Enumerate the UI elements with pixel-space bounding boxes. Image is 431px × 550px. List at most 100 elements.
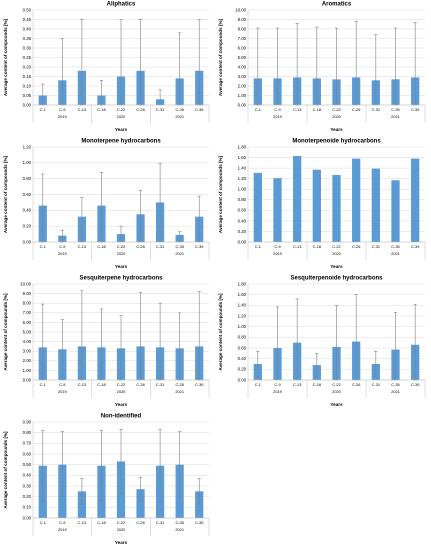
chart-6-bar-c-13 <box>77 491 86 518</box>
chart-0-group-label-2019: 2019 <box>58 114 67 119</box>
chart-2-xtick-c-35: C-35 <box>175 244 183 249</box>
chart-6-xtick-c-22: C-22 <box>117 520 125 525</box>
chart-6-errorbar-c-18 <box>99 430 104 502</box>
chart-6-errorbar-c-31 <box>158 429 162 502</box>
chart-6-bar-c-39 <box>195 491 204 518</box>
chart-3-ytick-label: 1.00 <box>238 187 247 192</box>
chart-3-ytick-label: 0.00 <box>238 239 247 244</box>
chart-1-xtick-c-13: C-13 <box>293 107 301 112</box>
chart-0-ytick-label: 0.25 <box>23 55 32 60</box>
chart-6-xtick-c-35: C-35 <box>175 520 183 525</box>
chart-5-ytick-label: 1.20 <box>238 313 247 318</box>
chart-4-x-axis-label: Years <box>115 402 128 407</box>
chart-1-xtick-c-31: C-31 <box>372 107 380 112</box>
chart-6-xtick-c-26: C-26 <box>136 520 144 525</box>
chart-svg-monoterpenoide-hydrocarbons: Monoterpenoide hydrocarbons 0.00 0.20 0.40 0… <box>218 139 426 269</box>
chart-6-xtick-c-31: C-31 <box>156 520 164 525</box>
chart-3-xtick-c-22: C-22 <box>332 244 340 249</box>
chart-0-ytick-label: 0.30 <box>23 45 32 50</box>
chart-6-ytick-label: 0.30 <box>23 483 32 488</box>
chart-3-group-label-2021: 2021 <box>391 251 400 256</box>
chart-5-xtick-c-9: C-9 <box>274 382 280 387</box>
chart-4-ytick-label: 6.00 <box>23 320 32 325</box>
chart-0-ytick-label: 0.45 <box>23 17 32 22</box>
chart-6-xtick-c-9: C-9 <box>59 520 65 525</box>
chart-3-ytick-label: 0.80 <box>238 197 247 202</box>
chart-3-ytick-label: 0.60 <box>238 208 247 213</box>
chart-4-ytick-label: 7.00 <box>23 310 32 315</box>
chart-sesquiterpene-hydrocarbons: Sesquiterpene hydrocarbons 0.00 1.00 2.00 3.… <box>0 274 215 412</box>
chart-4-ytick-label: 2.00 <box>23 358 32 363</box>
chart-5-ytick-label: 0.80 <box>238 335 247 340</box>
chart-0-ytick-label: 0.00 <box>23 102 32 107</box>
chart-0-ytick-label: 0.15 <box>23 74 32 79</box>
chart-4-ytick-label: 9.00 <box>23 291 32 296</box>
chart-3-bar-c-1 <box>253 172 262 242</box>
chart-6-x-axis-label: Years <box>115 540 128 545</box>
chart-2-xtick-c-1: C-1 <box>40 244 46 249</box>
chart-0-xtick-c-31: C-31 <box>156 107 164 112</box>
chart-5-errorbar-c-1 <box>256 350 260 378</box>
chart-1-y-axis-label: Average content of compounds [%] <box>218 18 223 96</box>
chart-2-xtick-c-9: C-9 <box>59 244 65 249</box>
chart-aromatics: Aromatics 0.00 1.00 2.00 3.00 4.00 5.00 6.00 7.0… <box>215 0 431 137</box>
chart-3-x-axis-label: Years <box>330 264 343 269</box>
chart-4-group-label-2019: 2019 <box>58 389 67 394</box>
chart-5-x-axis-label: Years <box>330 402 343 407</box>
chart-5-ytick-label: 1.00 <box>238 324 247 329</box>
chart-6-ytick-label: 0.50 <box>23 462 32 467</box>
chart-3-bar-c-22 <box>332 174 341 242</box>
chart-svg-aromatics: Aromatics 0.00 1.00 2.00 3.00 4.00 5.00 6.00 7.0… <box>218 2 426 132</box>
chart-6-errorbar-c-1 <box>41 430 45 502</box>
chart-6-group-label-2020: 2020 <box>117 527 126 532</box>
chart-0-xtick-c-26: C-26 <box>136 107 144 112</box>
chart-1-ytick-label: 5.00 <box>238 55 247 60</box>
chart-5-xtick-c-31: C-31 <box>372 382 380 387</box>
chart-3-bar-c-39 <box>411 158 420 242</box>
chart-6-ytick-label: 0.00 <box>23 515 32 520</box>
chart-1-xtick-c-18: C-18 <box>313 107 321 112</box>
chart-1-ytick-label: 4.00 <box>238 64 247 69</box>
chart-2-xtick-c-13: C-13 <box>78 244 86 249</box>
chart-3-bar-c-13 <box>293 155 302 242</box>
chart-2-ytick-label: 0.40 <box>23 208 32 213</box>
chart-0-xtick-c-35: C-35 <box>175 107 183 112</box>
chart-3-ytick-label: 1.20 <box>238 176 247 181</box>
chart-5-xtick-c-13: C-13 <box>293 382 301 387</box>
chart-0-xtick-c-13: C-13 <box>78 107 86 112</box>
chart-6-group-label-2019: 2019 <box>58 527 67 532</box>
chart-5-group-label-2020: 2020 <box>332 389 341 394</box>
chart-0-xtick-c-39: C-39 <box>195 107 203 112</box>
chart-3-xtick-c-39: C-39 <box>411 244 419 249</box>
chart-svg-non-identified: Non-identified 0.00 0.10 0.20 0.30 0.40 0.50 0.… <box>3 414 210 545</box>
chart-5-group-label-2019: 2019 <box>273 389 282 394</box>
chart-3-ytick-label: 1.40 <box>238 166 247 171</box>
chart-6-errorbar-c-9 <box>60 431 64 497</box>
chart-2-xtick-c-18: C-18 <box>97 244 105 249</box>
chart-6-xtick-c-18: C-18 <box>97 520 105 525</box>
chart-svg-monoterpene-hydrocarbons: Monoterpene hydrocarbons 0.00 0.20 0.40 0.60… <box>3 139 210 269</box>
chart-svg-aliphatics: Aliphatics 0.00 0.05 0.10 0.15 0.20 0.25 0.30 0.… <box>3 2 210 132</box>
chart-0-x-axis-label: Years <box>115 127 128 132</box>
chart-0-xtick-c-18: C-18 <box>97 107 105 112</box>
chart-3-xtick-c-26: C-26 <box>352 244 360 249</box>
chart-3-ytick-label: 0.20 <box>238 229 247 234</box>
chart-4-group-label-2020: 2020 <box>117 389 126 394</box>
chart-0-ytick-label: 0.40 <box>23 26 32 31</box>
chart-5-group-label-2021: 2021 <box>391 389 400 394</box>
chart-6-ytick-label: 0.10 <box>23 505 32 510</box>
chart-4-ytick-label: 4.00 <box>23 339 32 344</box>
chart-3-ytick-label: 0.40 <box>238 218 247 223</box>
chart-2-group-label-2020: 2020 <box>117 251 126 256</box>
chart-5-ytick-label: 0.60 <box>238 345 247 350</box>
chart-6-y-axis-label: Average content of compounds [%] <box>3 431 8 509</box>
chart-svg-sesquiterpene-hydrocarbons: Sesquiterpene hydrocarbons 0.00 1.00 2.00 3.… <box>3 276 210 407</box>
chart-5-ytick-label: 1.40 <box>238 303 247 308</box>
chart-0-xtick-c-22: C-22 <box>117 107 125 112</box>
chart-3-ytick-label: 1.80 <box>238 144 247 149</box>
chart-2-group-label-2021: 2021 <box>175 251 184 256</box>
chart-4-ytick-label: 8.00 <box>23 301 32 306</box>
chart-4-xtick-c-35: C-35 <box>175 382 183 387</box>
chart-6-ytick-label: 0.80 <box>23 430 32 435</box>
chart-1-ytick-label: 6.00 <box>238 45 247 50</box>
